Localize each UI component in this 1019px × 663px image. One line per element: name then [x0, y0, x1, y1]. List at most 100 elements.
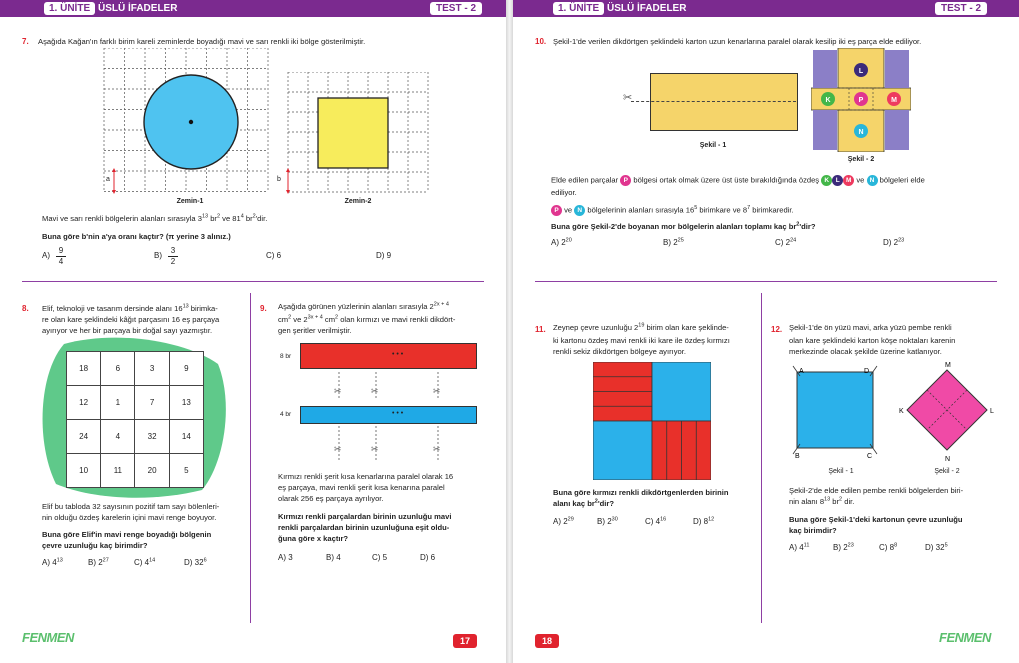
question-intro: Zeynep çevre uzunluğu 219 birim olan kar… [553, 322, 729, 332]
sekil-2-caption: Şekil - 2 [934, 468, 960, 475]
option-c[interactable]: C) 414 [134, 557, 156, 567]
scissors-icon: ✂ [433, 444, 441, 454]
option-b[interactable]: B) 223 [833, 542, 854, 552]
red-strip-dots: • • • [392, 351, 404, 358]
circle-label-n: N [858, 129, 863, 136]
option-b[interactable]: B) 4 [326, 553, 341, 562]
sekil-1-caption: Şekil - 1 [699, 142, 727, 149]
option-a[interactable]: A) 229 [553, 516, 574, 526]
unit-title: ÜSLÜ İFADELER [607, 3, 687, 14]
vertex-label-l: L [990, 408, 994, 415]
vertex-label-b: B [795, 453, 800, 460]
question-intro-3: ayırıyor ve her bir parçaya bir doğal sa… [42, 326, 213, 335]
circle-n-icon: N [866, 175, 878, 186]
grid-cell: 5 [168, 453, 205, 488]
option-c[interactable]: C) 416 [645, 516, 667, 526]
question-text-2: çevre uzunluğu kaç birimdir? [42, 541, 148, 550]
grid-row: 18 6 3 9 [65, 351, 205, 386]
option-b[interactable]: B) 225 [663, 237, 684, 247]
number-grid: 18 6 3 9 12 1 7 13 24 4 32 14 10 11 20 5 [65, 351, 205, 488]
purple-region [885, 50, 909, 88]
option-d[interactable]: D) 325 [925, 542, 948, 552]
sekil-2-caption: Şekil - 2 [847, 156, 875, 163]
option-b[interactable]: B) 227 [88, 557, 109, 567]
vertical-divider [250, 293, 252, 623]
arrow-down-icon [286, 190, 290, 194]
grid-cell: 11 [100, 453, 136, 488]
option-a[interactable]: A) 3 [278, 553, 293, 562]
blue-strip [300, 406, 477, 424]
option-c[interactable]: C) 5 [372, 553, 388, 562]
option-b[interactable]: B) 230 [597, 516, 618, 526]
sekil-2-figure: L K P M N [811, 48, 911, 152]
circle-label-k: K [825, 97, 830, 104]
option-b[interactable]: B) [154, 251, 162, 260]
question-intro-2: cm2 ve 23x + 4 cm2 olan kırmızı ve mavi … [278, 314, 456, 324]
option-d[interactable]: D) 326 [184, 557, 207, 567]
scissors-icon: ✂ [371, 386, 379, 396]
body-text-2: nin alanı 813 br2 dir. [789, 496, 855, 506]
option-c[interactable]: C) 6 [266, 251, 282, 260]
question-intro-2: olan kare şeklindeki karton köşe noktala… [789, 336, 956, 345]
vertex-label-a: A [799, 368, 804, 375]
grid-cell: 3 [134, 351, 170, 386]
cardboard-rect [650, 73, 798, 131]
circle-p-icon: P [551, 205, 562, 216]
vertex-label-m: M [945, 362, 951, 369]
option-d[interactable]: D) 9 [376, 251, 392, 260]
purple-region [813, 110, 837, 150]
blue-strip-dots: • • • [392, 410, 404, 417]
header-band [0, 0, 506, 17]
question-text: Buna göre b'nin a'ya oranı kaçtır? (π ye… [42, 232, 231, 241]
option-d[interactable]: D) 6 [420, 553, 436, 562]
question-text: Kırmızı renkli parçalardan birinin uzunl… [278, 512, 452, 521]
vertex-label-c: C [867, 453, 872, 460]
question-number: 11. [535, 325, 546, 334]
body-text: Şekil-2'de elde edilen pembe renkli bölg… [789, 486, 964, 495]
grid-cell: 18 [65, 351, 102, 386]
question-number: 7. [22, 37, 29, 46]
grid-cell: 1 [100, 385, 136, 420]
option-a[interactable]: A) 220 [551, 237, 572, 247]
grid-cell: 7 [134, 385, 170, 420]
circle-m-icon: M [843, 175, 855, 186]
circle-n-icon: N [574, 205, 586, 216]
question-number: 8. [22, 304, 29, 313]
right-page: 1. ÜNİTE ÜSLÜ İFADELER TEST - 2 10. Şeki… [513, 0, 1019, 663]
label-b: b [277, 176, 281, 183]
unit-label: 1. ÜNİTE [553, 2, 605, 15]
body-text: Elde edilen parçalar P bölgesi ortak olm… [551, 175, 925, 186]
body-text-2: nin olduğu özdeş karelerin içini mavi re… [42, 513, 217, 522]
option-a[interactable]: A) 411 [789, 542, 810, 552]
question-intro: Aşağıda görünen yüzlerinin alanları sıra… [278, 301, 449, 311]
question-text: Buna göre Şekil-2'de boyanan mor bölgele… [551, 221, 816, 231]
option-c[interactable]: C) 88 [879, 542, 898, 552]
grid-cell: 4 [100, 419, 136, 454]
question-number: 10. [535, 37, 547, 46]
question-text-2: renkli parçalardan birinin uzunluğuna eş… [278, 523, 450, 532]
grid-cell: 6 [100, 351, 136, 386]
page-number: 18 [535, 634, 559, 648]
body-text: Elif bu tabloda 32 sayısının pozitif tam… [42, 502, 220, 511]
test-label: TEST - 2 [935, 2, 988, 15]
folding-figures: A D B C M K L N [792, 362, 994, 463]
yellow-square [317, 97, 389, 169]
option-a[interactable]: A) [42, 251, 50, 260]
vertex-label-k: K [899, 408, 904, 415]
circle-label-p: P [859, 97, 864, 104]
scissors-icon: ✂ [334, 386, 342, 396]
question-intro-3: merkezinde olacak şekilde üzerine katlan… [789, 347, 942, 356]
publisher-logo: FENMEN [939, 630, 991, 645]
option-c[interactable]: C) 224 [775, 237, 797, 247]
option-a[interactable]: A) 413 [42, 557, 63, 567]
body-text-3: olarak 256 eş parçaya ayrılıyor. [278, 494, 384, 503]
option-d[interactable]: D) 223 [883, 237, 905, 247]
question-number: 9. [260, 304, 267, 313]
option-d[interactable]: D) 812 [693, 516, 715, 526]
body-text-3: P ve N bölgelerinin alanları sırasıyla 1… [551, 205, 1011, 216]
cut-line [631, 101, 796, 102]
red-strip [300, 343, 477, 369]
arrow-down-icon [112, 190, 116, 194]
zemin-2-caption: Zemin-2 [344, 198, 372, 205]
